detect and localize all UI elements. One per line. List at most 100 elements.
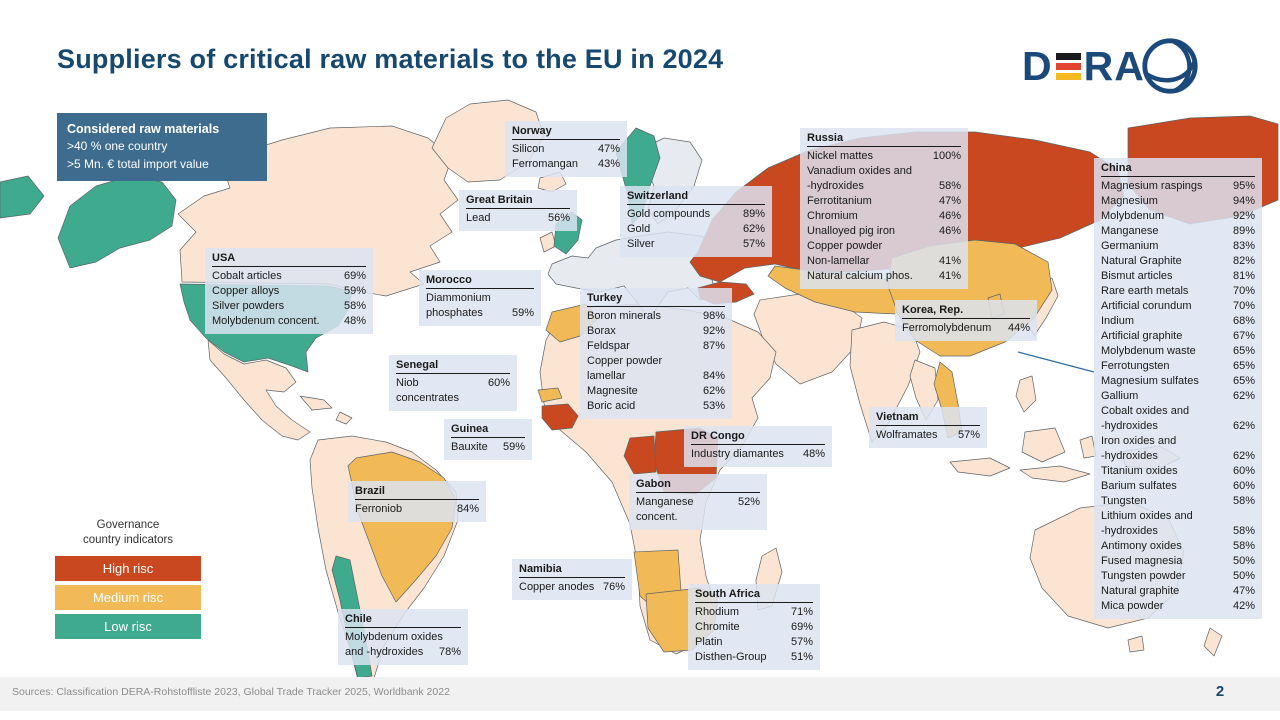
material-name: Boric acid [587, 400, 636, 412]
map-island-java [1019, 465, 1091, 483]
material-share: 52% [737, 496, 760, 508]
info-box-title: Considered raw materials [67, 122, 220, 136]
material-row: Tungsten 58% [1101, 494, 1255, 509]
map-country-mexico [207, 339, 311, 441]
material-row: Chromite 69% [695, 620, 813, 635]
material-row: Artificial corundum 70% [1101, 299, 1255, 314]
material-share: 68% [1232, 315, 1255, 327]
material-share: 56% [547, 212, 570, 224]
material-name: Copper powder [587, 355, 663, 367]
material-name: Unalloyed pig iron [807, 225, 896, 237]
material-name: Natural calcium phos. [807, 270, 913, 282]
material-share: 89% [1232, 225, 1255, 237]
material-share: 60% [1232, 465, 1255, 477]
material-name: Silver powders [212, 300, 285, 312]
material-row: phosphates 59% [426, 306, 534, 321]
country-label-usa: USA Cobalt articles 69% Copper alloys 59% Sil… [205, 248, 373, 334]
material-share: 57% [742, 238, 765, 250]
material-name: Disthen-Group [695, 651, 767, 663]
material-name: Magnesium raspings [1101, 180, 1203, 192]
material-row: Cobalt oxides and [1101, 404, 1255, 419]
material-name: Magnesium [1101, 195, 1158, 207]
country-label-guinea: Guinea Bauxite 59% [444, 419, 532, 460]
material-name: Ferroniob [355, 503, 403, 515]
material-name: Lead [466, 212, 491, 224]
material-row: Niob concentrates 60% [396, 376, 510, 406]
material-row: Artificial graphite 67% [1101, 329, 1255, 344]
material-name: Cobalt oxides and [1101, 405, 1190, 417]
material-row: Natural graphite 47% [1101, 584, 1255, 599]
material-row: Chromium 46% [807, 209, 961, 224]
legend-item-medium-risc: Medium risc [55, 585, 201, 610]
material-share: 67% [1232, 330, 1255, 342]
material-row: Vanadium oxides and [807, 164, 961, 179]
material-row: Ferromolybdenum 44% [902, 321, 1030, 336]
material-name: Molybdenum [1101, 210, 1164, 222]
material-row: Magnesite 62% [587, 384, 725, 399]
material-share: 62% [1232, 450, 1255, 462]
material-row: Industry diamantes 48% [691, 447, 825, 462]
material-row: Molybdenum 92% [1101, 209, 1255, 224]
country-label-korea: Korea, Rep. Ferromolybdenum 44% [895, 300, 1037, 341]
material-row: Copper anodes 76% [519, 580, 625, 595]
material-name: Gold [627, 223, 651, 235]
material-name: Molybdenum waste [1101, 345, 1196, 357]
material-row: Germanium 83% [1101, 239, 1255, 254]
material-share: 41% [938, 270, 961, 282]
material-name: Tungsten powder [1101, 570, 1186, 582]
dera-logo: D RA [1022, 34, 1201, 98]
material-share: 48% [802, 448, 825, 460]
material-name: -hydroxides [807, 180, 864, 192]
country-name: Turkey [587, 292, 725, 307]
map-country-gabon [623, 435, 657, 475]
material-share: 92% [1232, 210, 1255, 222]
map-region-left-sliver [0, 175, 45, 219]
material-name: Artificial graphite [1101, 330, 1183, 342]
material-row: Titanium oxides 60% [1101, 464, 1255, 479]
map-island-ireland [539, 231, 557, 253]
map-island-hispaniola [335, 411, 353, 425]
map-region-alaska [57, 175, 177, 269]
country-label-turkey: Turkey Boron minerals 98% Borax 92% Feldspar 8… [580, 288, 732, 419]
country-name: Senegal [396, 359, 510, 374]
material-row: Indium 68% [1101, 314, 1255, 329]
material-row: Bismut articles 81% [1101, 269, 1255, 284]
material-name: Natural graphite [1101, 585, 1180, 597]
page-number: 2 [1215, 683, 1225, 700]
map-island-philippines [1015, 375, 1037, 413]
legend-title: Governance country indicators [82, 519, 174, 546]
material-name: Indium [1101, 315, 1135, 327]
material-row: Tungsten powder 50% [1101, 569, 1255, 584]
material-share: 44% [1007, 322, 1030, 334]
material-name: -hydroxides [1101, 420, 1158, 432]
material-name: Rhodium [695, 606, 740, 618]
material-row: Non-lamellar 41% [807, 254, 961, 269]
country-label-great-britain: Great Britain Lead 56% [459, 190, 577, 231]
country-label-china: China Magnesium raspings 95% Magnesium 94% Mo… [1094, 158, 1262, 619]
material-row: Copper powder [587, 354, 725, 369]
material-name: Lithium oxides and [1101, 510, 1193, 522]
material-row: Manganese concent. 52% [636, 495, 760, 525]
material-share: 71% [790, 606, 813, 618]
material-row: Copper powder [807, 239, 961, 254]
material-share: 59% [502, 441, 525, 453]
material-name: Nickel mattes [807, 150, 874, 162]
material-row: Cobalt articles 69% [212, 269, 366, 284]
material-row: Molybdenum oxides [345, 630, 461, 645]
country-label-south-africa: South Africa Rhodium 71% Chromite 69% Platin 5… [688, 584, 820, 670]
country-label-vietnam: Vietnam Wolframates 57% [869, 407, 987, 448]
material-share: 46% [938, 210, 961, 222]
material-row: Ferromangan 43% [512, 157, 620, 172]
material-share: 60% [1232, 480, 1255, 492]
country-label-morocco: Morocco Diammonium phosphates 59% [419, 270, 541, 326]
material-row: Gallium 62% [1101, 389, 1255, 404]
material-share: 58% [1232, 525, 1255, 537]
material-name: and -hydroxides [345, 646, 424, 658]
country-name: Chile [345, 613, 461, 628]
map-island-cuba [299, 395, 333, 411]
material-share: 47% [597, 143, 620, 155]
material-share: 65% [1232, 360, 1255, 372]
material-row: Diammonium [426, 291, 534, 306]
material-share: 84% [456, 503, 479, 515]
